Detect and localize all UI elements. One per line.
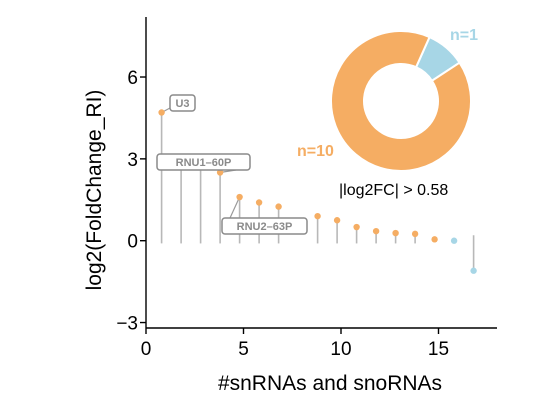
y-tick-label: 0 [127, 232, 138, 253]
point-7 [314, 212, 321, 220]
point-4 [236, 193, 243, 201]
y-axis-ticks: −3 0 3 6 [116, 68, 146, 335]
point-9 [353, 223, 360, 231]
donut-slice-0 [330, 30, 472, 172]
point-11 [392, 229, 399, 237]
point-13 [431, 236, 438, 243]
x-axis-title: #snRNAs and snoRNAs [218, 372, 442, 395]
point-14 [450, 237, 458, 244]
pie-label-down: n=1 [450, 27, 478, 44]
point-10 [372, 227, 380, 235]
svg-text:RNU2–63P: RNU2–63P [237, 221, 293, 233]
point-8 [333, 217, 341, 224]
annotation-u3: U3 [169, 94, 196, 112]
point-6 [275, 203, 282, 210]
annotation-rnu2-63p: RNU2–63P [221, 217, 308, 235]
x-tick-label: 0 [141, 339, 152, 360]
annotation-rnu1-60p: RNU1–60P [156, 153, 251, 171]
point-3 [216, 169, 224, 176]
annotation-leader-3 [229, 196, 241, 219]
y-axis-title: log2(FoldChange_RI) [83, 90, 106, 291]
x-tick-label: 15 [428, 339, 449, 360]
y-tick-label: −3 [116, 314, 138, 335]
pie-label-up: n=10 [297, 143, 334, 160]
x-axis-ticks: 0 5 10 15 [141, 328, 449, 360]
point-0 [158, 109, 165, 116]
x-tick-label: 5 [238, 339, 249, 360]
pie-caption: |log2FC| > 0.58 [339, 182, 448, 199]
point-15 [470, 267, 477, 274]
point-12 [411, 230, 419, 238]
y-tick-label: 6 [127, 68, 138, 89]
point-5 [255, 199, 263, 206]
donut-chart [330, 30, 472, 172]
svg-text:RNU1–60P: RNU1–60P [176, 157, 232, 169]
y-tick-label: 3 [127, 150, 138, 171]
x-tick-label: 10 [330, 339, 351, 360]
svg-text:U3: U3 [175, 98, 189, 110]
